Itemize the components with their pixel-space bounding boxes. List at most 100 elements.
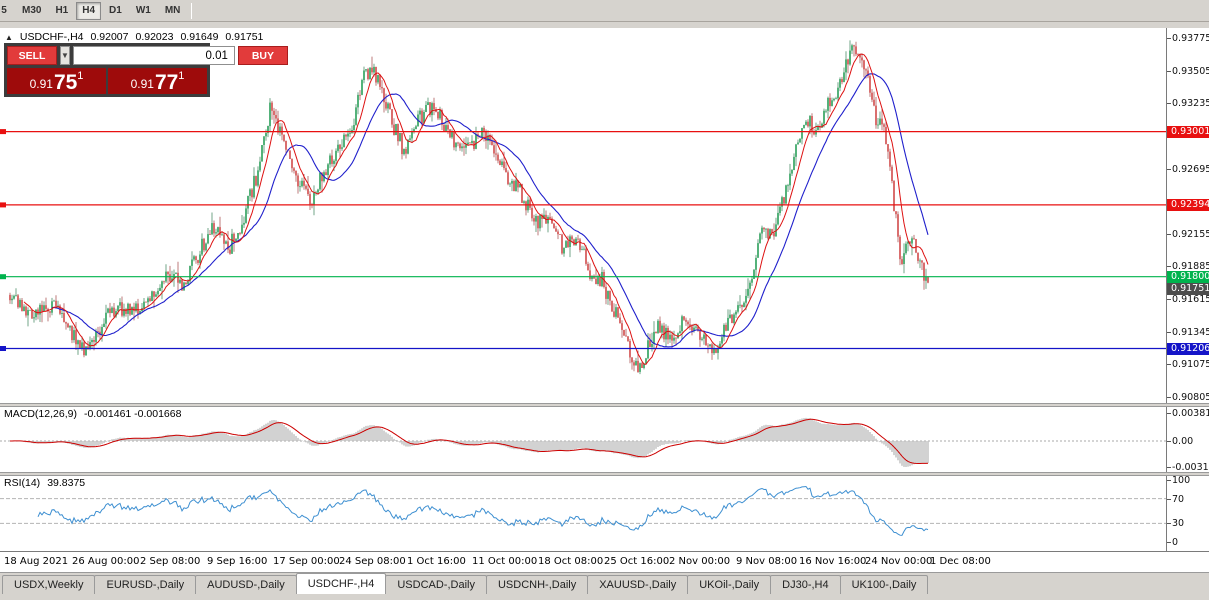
time-axis-label: 2 Sep 08:00 bbox=[140, 556, 201, 567]
rsi-panel: RSI(14) 39.8375 100 70 30 0 bbox=[0, 475, 1209, 551]
chart-tab-bar: USDX,Weekly EURUSD-,Daily AUDUSD-,Daily USD… bbox=[0, 572, 1209, 594]
timeframe-button-H1[interactable]: H1 bbox=[55, 5, 69, 16]
sell-button[interactable]: SELL bbox=[7, 46, 57, 65]
chart-tab-xauusd-daily[interactable]: XAUUSD-,Daily bbox=[587, 575, 689, 594]
timeframe-button-H4[interactable]: H4 bbox=[76, 1, 102, 20]
timeframe-toolbar: 5 M30 H1 H4 D1 W1 MN bbox=[0, 0, 1209, 22]
time-axis-label: 1 Oct 16:00 bbox=[407, 556, 466, 567]
price-tick-mark bbox=[1167, 70, 1171, 72]
macd-tick-label: -0.003115 bbox=[1172, 462, 1209, 473]
price-tick-mark bbox=[1167, 103, 1171, 105]
macd-plot-area[interactable]: MACD(12,26,9) -0.001461 -0.001668 bbox=[0, 407, 1166, 472]
symbol-title: USDCHF-,H4 bbox=[19, 31, 84, 43]
chart-tab-usdx-weekly[interactable]: USDX,Weekly bbox=[2, 575, 96, 594]
line-anchor-marker[interactable] bbox=[0, 274, 6, 280]
buy-button[interactable]: BUY bbox=[237, 46, 288, 65]
time-axis-label: 9 Sep 16:00 bbox=[207, 556, 268, 567]
rsi-axis: 100 70 30 0 bbox=[1166, 475, 1209, 551]
toolbar-separator bbox=[191, 2, 193, 19]
chart-tab-uk100-daily[interactable]: UK100-,Daily bbox=[839, 575, 929, 594]
price-tick-label: 0.93775 bbox=[1172, 33, 1209, 44]
time-axis[interactable]: 18 Aug 2021 26 Aug 00:00 2 Sep 08:00 9 Sep … bbox=[0, 551, 1209, 572]
panel-divider-rsi[interactable] bbox=[0, 472, 1209, 476]
rsi-tick-label: 100 bbox=[1172, 475, 1191, 486]
timeframe-button-W1[interactable]: W1 bbox=[135, 5, 151, 16]
macd-panel: MACD(12,26,9) -0.001461 -0.001668 0.0038… bbox=[0, 407, 1209, 473]
time-axis-label: 9 Nov 08:00 bbox=[736, 556, 798, 567]
price-tick-mark bbox=[1167, 233, 1171, 235]
panel-divider-macd[interactable] bbox=[0, 403, 1209, 407]
chart-tab-usdcnh-daily[interactable]: USDCNH-,Daily bbox=[485, 575, 589, 594]
candle-bodies bbox=[9, 45, 929, 372]
ohlc-open: 0.92007 bbox=[90, 31, 129, 43]
lot-spinner-dropdown-icon[interactable]: ▼ bbox=[60, 46, 70, 65]
price-axis[interactable]: 0.93775 0.93505 0.93235 0.92695 0.92155 0.918… bbox=[1166, 28, 1209, 403]
one-click-collapse-icon[interactable]: ▲ bbox=[5, 32, 13, 42]
ohlc-high: 0.92023 bbox=[135, 31, 174, 43]
sell-price-display[interactable]: 0.91 75 1 bbox=[7, 68, 106, 94]
one-click-trading-panel: SELL ▼ BUY 0.91 75 1 0.91 77 1 bbox=[4, 43, 288, 97]
sell-price-pips: 75 bbox=[53, 71, 78, 95]
rsi-tick-label: 70 bbox=[1172, 493, 1185, 505]
time-axis-label: 18 Aug 2021 bbox=[4, 556, 69, 567]
candlestick-chart[interactable] bbox=[0, 28, 1166, 403]
rsi-tick-mark bbox=[1167, 498, 1171, 500]
macd-signal-line bbox=[10, 418, 929, 464]
timeframe-button-5[interactable]: 5 bbox=[1, 5, 7, 16]
chart-tab-ukoil-daily[interactable]: UKOil-,Daily bbox=[687, 575, 772, 594]
chart-tab-dj30-h4[interactable]: DJ30-,H4 bbox=[770, 575, 841, 594]
line-anchor-marker[interactable] bbox=[0, 202, 6, 208]
chart-tab-eurusd-daily[interactable]: EURUSD-,Daily bbox=[94, 575, 197, 594]
timeframe-button-M30[interactable]: M30 bbox=[22, 5, 42, 16]
line-anchor-marker[interactable] bbox=[0, 129, 6, 135]
price-tick-mark bbox=[1167, 168, 1171, 170]
time-axis-label: 24 Nov 00:00 bbox=[865, 556, 933, 567]
lot-size-input[interactable] bbox=[72, 46, 235, 65]
buy-price-display[interactable]: 0.91 77 1 bbox=[108, 68, 207, 94]
macd-tick-mark bbox=[1167, 441, 1171, 442]
chart-plot-area[interactable]: ▲ USDCHF-,H4 0.92007 0.92023 0.91649 0.9… bbox=[0, 28, 1166, 403]
time-axis-label: 25 Oct 16:00 bbox=[604, 556, 670, 567]
ma-slow-line bbox=[52, 73, 929, 348]
macd-header: MACD(12,26,9) -0.001461 -0.001668 bbox=[4, 408, 181, 420]
rsi-label: RSI(14) bbox=[4, 477, 41, 489]
chart-tab-audusd-daily[interactable]: AUDUSD-,Daily bbox=[195, 575, 297, 594]
hline-price-label: 0.91800 bbox=[1167, 270, 1209, 283]
price-tick-label: 0.91885 bbox=[1172, 261, 1209, 273]
price-tick-mark bbox=[1167, 397, 1171, 398]
chart-tab-usdcad-daily[interactable]: USDCAD-,Daily bbox=[385, 575, 487, 594]
ohlc-low: 0.91649 bbox=[180, 31, 219, 43]
time-axis-label: 24 Sep 08:00 bbox=[339, 556, 406, 567]
ma-fast-line bbox=[23, 53, 929, 365]
main-chart-panel: ▲ USDCHF-,H4 0.92007 0.92023 0.91649 0.9… bbox=[0, 28, 1209, 403]
rsi-plot-area[interactable]: RSI(14) 39.8375 bbox=[0, 476, 1166, 551]
rsi-tick-mark bbox=[1167, 523, 1171, 525]
macd-label: MACD(12,26,9) bbox=[4, 408, 77, 420]
time-axis-label: 2 Nov 00:00 bbox=[669, 556, 731, 567]
chart-tab-usdchf-h4[interactable]: USDCHF-,H4 bbox=[295, 573, 387, 594]
current-price-label: 0.91751 bbox=[1167, 282, 1209, 295]
macd-tick-mark bbox=[1167, 413, 1171, 414]
symbol-header: ▲ USDCHF-,H4 0.92007 0.92023 0.91649 0.9… bbox=[5, 31, 263, 43]
price-tick-mark bbox=[1167, 299, 1171, 301]
buy-price-point: 1 bbox=[178, 70, 185, 82]
trade-controls-row: SELL ▼ BUY bbox=[7, 46, 288, 65]
buy-price-pips: 77 bbox=[154, 71, 179, 95]
rsi-chart[interactable] bbox=[0, 476, 1166, 551]
macd-histogram bbox=[9, 417, 929, 467]
buy-price-base: 0.91 bbox=[130, 77, 154, 91]
time-axis-label: 26 Aug 00:00 bbox=[72, 556, 140, 567]
macd-tick-mark bbox=[1167, 467, 1171, 468]
line-anchor-marker[interactable] bbox=[0, 346, 6, 351]
timeframe-button-MN[interactable]: MN bbox=[164, 5, 181, 16]
timeframe-button-D1[interactable]: D1 bbox=[109, 5, 122, 16]
price-tick-label: 0.91615 bbox=[1172, 294, 1209, 306]
hline-price-label: 0.92394 bbox=[1167, 198, 1209, 211]
macd-tick-label: 0.003811 bbox=[1172, 408, 1209, 419]
macd-chart[interactable] bbox=[0, 407, 1166, 472]
price-tick-label: 0.91345 bbox=[1172, 326, 1209, 338]
hline-price-label: 0.91206 bbox=[1167, 342, 1209, 355]
sell-price-point: 1 bbox=[77, 70, 84, 82]
macd-values: -0.001461 -0.001668 bbox=[83, 408, 182, 420]
